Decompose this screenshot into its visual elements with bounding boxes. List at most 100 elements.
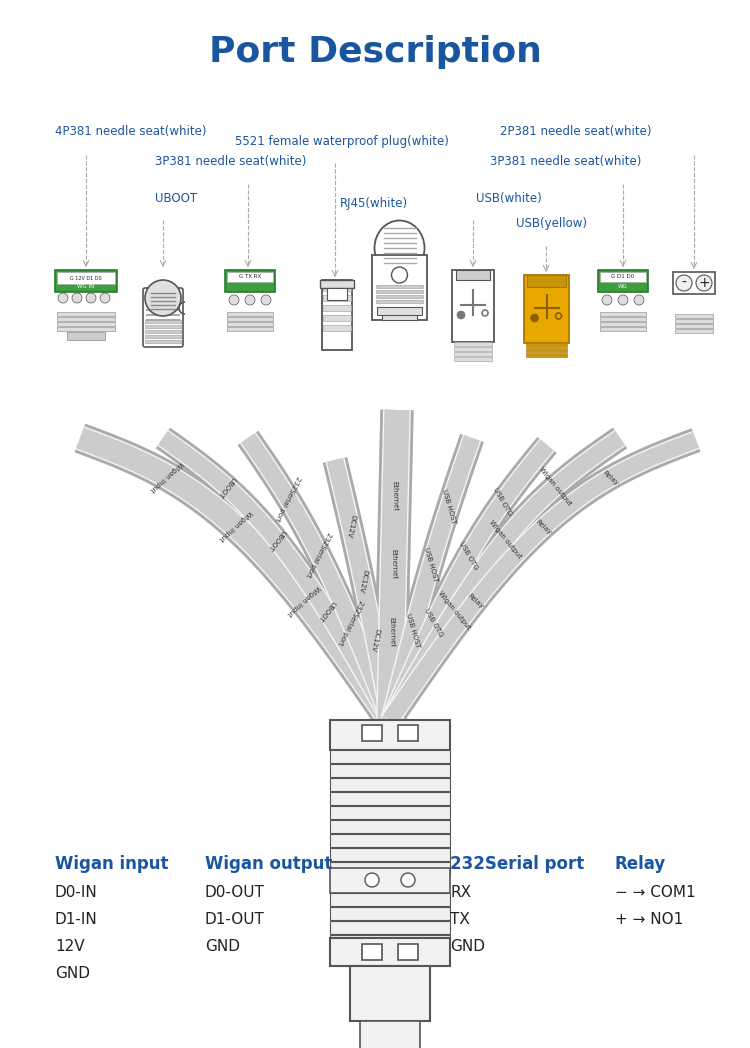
Bar <box>330 720 450 750</box>
Text: USB OTG: USB OTG <box>458 541 479 571</box>
Text: 232Serial port: 232Serial port <box>337 598 364 646</box>
Bar <box>145 335 181 339</box>
Text: D1-IN: D1-IN <box>55 912 98 927</box>
Text: 5521 female waterproof plug(white): 5521 female waterproof plug(white) <box>235 135 448 148</box>
Circle shape <box>676 275 692 291</box>
Bar <box>330 868 450 893</box>
Circle shape <box>100 293 110 303</box>
Circle shape <box>634 294 644 305</box>
Text: Wigan output: Wigan output <box>488 520 522 560</box>
Bar <box>227 272 273 282</box>
Bar <box>600 322 646 326</box>
Text: UBOOT: UBOOT <box>266 528 286 551</box>
Bar <box>327 288 347 300</box>
Text: USB(yellow): USB(yellow) <box>516 217 587 230</box>
Ellipse shape <box>374 220 424 276</box>
Bar <box>454 357 492 361</box>
Bar <box>145 320 181 323</box>
Bar <box>376 290 423 293</box>
Bar <box>57 272 115 284</box>
Text: GND: GND <box>55 966 90 981</box>
Bar <box>376 285 423 288</box>
Bar <box>330 907 450 920</box>
Bar <box>227 312 273 316</box>
Bar <box>323 305 351 311</box>
Text: Wigan output: Wigan output <box>538 466 573 507</box>
Bar <box>330 834 450 847</box>
Text: UBOOT: UBOOT <box>316 599 337 623</box>
Circle shape <box>261 294 271 305</box>
Text: Relay: Relay <box>466 592 484 610</box>
Circle shape <box>618 294 628 305</box>
FancyBboxPatch shape <box>143 288 183 347</box>
Bar <box>57 327 115 331</box>
Bar <box>398 944 418 960</box>
Bar <box>323 294 351 301</box>
Bar <box>524 275 569 343</box>
Text: 12V: 12V <box>55 939 85 954</box>
Bar <box>454 342 492 346</box>
Text: Relay: Relay <box>615 855 666 873</box>
Bar <box>225 270 275 292</box>
Bar <box>675 314 713 318</box>
Bar <box>330 764 450 777</box>
Bar <box>227 322 273 326</box>
Bar <box>600 316 646 321</box>
Text: -: - <box>682 276 686 290</box>
Bar <box>330 938 450 966</box>
Bar <box>330 921 450 934</box>
Text: GND: GND <box>450 939 485 954</box>
Text: RX: RX <box>450 885 471 900</box>
Bar <box>600 327 646 331</box>
Bar <box>598 270 648 292</box>
Bar <box>145 325 181 328</box>
Text: Wigan input: Wigan input <box>217 509 253 542</box>
Text: Wigan input: Wigan input <box>286 584 321 616</box>
Circle shape <box>457 311 465 319</box>
Bar <box>323 315 351 321</box>
Text: USB(white): USB(white) <box>476 192 542 205</box>
Bar <box>675 324 713 328</box>
Text: D1-OUT: D1-OUT <box>205 912 265 927</box>
Bar <box>675 319 713 323</box>
Bar <box>67 332 105 340</box>
Text: Wigan input: Wigan input <box>149 460 184 493</box>
Bar <box>145 340 181 343</box>
Text: + → NO1: + → NO1 <box>615 912 683 927</box>
Bar <box>456 270 490 280</box>
Text: RJ45(white): RJ45(white) <box>340 197 408 210</box>
Circle shape <box>58 293 68 303</box>
Bar <box>320 280 354 288</box>
Bar <box>382 308 417 320</box>
Text: 4P381 needle seat(white): 4P381 needle seat(white) <box>55 125 206 138</box>
Bar <box>362 944 382 960</box>
Bar <box>330 806 450 818</box>
Circle shape <box>602 294 612 305</box>
Bar <box>57 316 115 321</box>
Text: DC12V: DC12V <box>369 628 380 652</box>
Text: 3P381 needle seat(white): 3P381 needle seat(white) <box>490 155 641 168</box>
Text: USB OTG: USB OTG <box>493 486 514 517</box>
Text: 232Serial port: 232Serial port <box>450 855 584 873</box>
Circle shape <box>365 873 379 887</box>
Text: Wigan output: Wigan output <box>205 855 332 873</box>
Text: 3P381 needle seat(white): 3P381 needle seat(white) <box>155 155 306 168</box>
Bar <box>398 725 418 741</box>
Bar <box>55 270 117 292</box>
Text: Port Description: Port Description <box>209 35 542 69</box>
Bar <box>527 275 566 287</box>
Text: +: + <box>698 276 709 290</box>
Bar <box>377 307 422 315</box>
Text: Ethernet: Ethernet <box>392 481 398 511</box>
Bar <box>145 330 181 333</box>
Bar <box>330 792 450 805</box>
Bar <box>675 329 713 333</box>
Bar <box>376 294 423 298</box>
Bar <box>330 848 450 861</box>
Text: WG: WG <box>618 284 628 289</box>
Bar <box>360 1021 420 1048</box>
Circle shape <box>696 275 712 291</box>
Bar <box>362 725 382 741</box>
Bar <box>57 312 115 316</box>
Bar <box>330 935 450 948</box>
